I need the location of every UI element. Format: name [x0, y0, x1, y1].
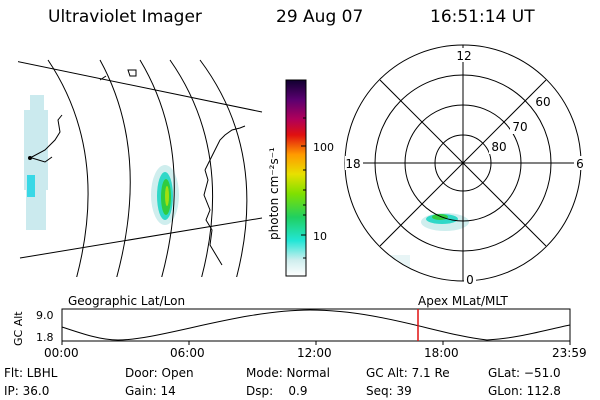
- seq-status: Seq: 39: [366, 384, 412, 398]
- altitude-strip: GC Alt 9.0 1.8: [12, 308, 571, 346]
- dsp-status: Dsp: 0.9: [246, 384, 308, 398]
- time-tick-label: 23:59: [552, 346, 587, 360]
- time-tick-label: 18:00: [424, 346, 459, 360]
- ip-status: IP: 36.0: [4, 384, 50, 398]
- altitude-ymin: 1.8: [36, 331, 54, 344]
- colorbar: [285, 79, 307, 277]
- time-tick-label: 12:00: [297, 346, 332, 360]
- mlt-label-midnight: 0: [466, 273, 474, 287]
- geographic-title: Geographic Lat/Lon: [68, 294, 186, 308]
- time-tick-label: 06:00: [170, 346, 205, 360]
- colorbar-tick-label: 100: [313, 141, 334, 154]
- mlat-label-70: 70: [512, 120, 527, 134]
- aurora-geographic: [151, 165, 179, 225]
- altitude-ylabel: GC Alt: [12, 311, 25, 346]
- time-tick-label: 00:00: [44, 346, 79, 360]
- altitude-frame: [61, 308, 571, 342]
- altitude-ymax: 9.0: [36, 309, 54, 322]
- airglow-edge: [24, 95, 48, 230]
- door-status: Door: Open: [125, 366, 194, 380]
- mlat-label-60: 60: [535, 95, 550, 109]
- mlt-diagonal: [379, 79, 547, 247]
- glon-status: GLon: 112.8: [488, 384, 561, 398]
- polar-plot: 12 18 6 0 60 70 80: [344, 44, 586, 287]
- colorbar-unit-label: photon cm⁻²s⁻¹: [267, 147, 281, 240]
- colorbar-tick-label: 10: [313, 230, 327, 243]
- aurora-polar: [380, 213, 469, 275]
- station-marker: [28, 156, 32, 160]
- gain-status: Gain: 14: [125, 384, 176, 398]
- airglow-bright-spot: [27, 175, 35, 197]
- mlt-label-dawn: 6: [576, 157, 584, 171]
- colorbar-ticks: [301, 117, 306, 259]
- instrument-title: Ultraviolet Imager: [48, 7, 202, 27]
- time-ticks: [61, 341, 571, 345]
- apex-title: Apex MLat/MLT: [418, 294, 508, 308]
- gc-alt-status: GC Alt: 7.1 Re: [366, 366, 450, 380]
- altitude-curve: [61, 309, 571, 341]
- coastline: [29, 69, 246, 266]
- date-label: 29 Aug 07: [276, 7, 364, 27]
- filter-status: Flt: LBHL: [4, 366, 58, 380]
- geographic-image: [18, 59, 263, 277]
- lat-lon-grid: [18, 59, 263, 277]
- mode-status: Mode: Normal: [246, 366, 330, 380]
- mlt-label-noon: 12: [456, 49, 471, 63]
- mlat-label-80: 80: [491, 140, 506, 154]
- glat-status: GLat: −51.0: [488, 366, 561, 380]
- mlt-label-dusk: 18: [345, 157, 360, 171]
- time-label: 16:51:14 UT: [430, 7, 535, 27]
